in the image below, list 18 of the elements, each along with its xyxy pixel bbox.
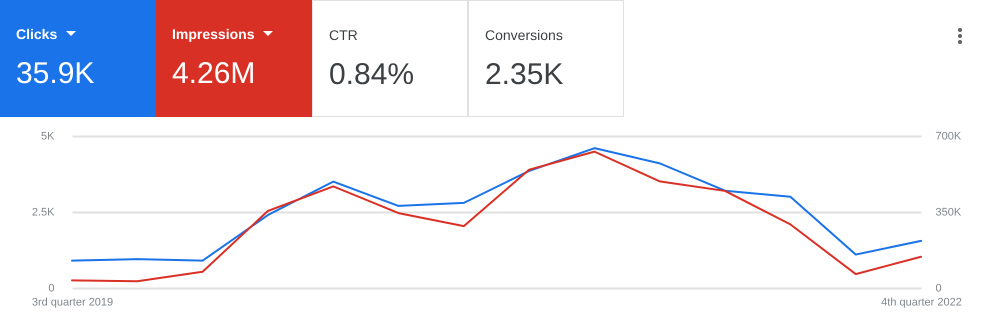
line-series <box>71 150 922 282</box>
text: Conversions <box>485 27 563 43</box>
y-tick-label: 0 <box>48 282 54 294</box>
y2-tick-label: 0 <box>936 282 942 294</box>
y2-tick-label: 700K <box>936 130 962 142</box>
line-series <box>71 147 922 262</box>
text: 35.9K <box>16 57 94 91</box>
x-tick-label: 4th quarter 2022 <box>881 296 962 308</box>
text: 4.26M <box>172 57 256 91</box>
text: Clicks <box>16 26 58 42</box>
y-tick-label: 2.5K <box>32 206 56 218</box>
text: 0.84% <box>329 58 414 92</box>
y-tick-label: 5K <box>41 130 56 142</box>
text: 2.35K <box>485 58 564 92</box>
x-tick-label: 3rd quarter 2019 <box>32 296 114 308</box>
text: Impressions <box>172 26 254 42</box>
y2-tick-label: 350K <box>936 206 962 218</box>
text: CTR <box>329 27 358 43</box>
